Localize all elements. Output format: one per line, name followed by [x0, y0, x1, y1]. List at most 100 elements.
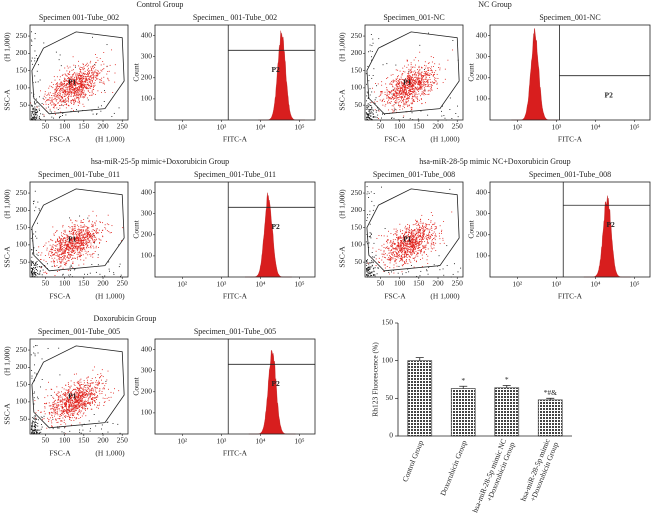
event-dot: [74, 246, 76, 248]
event-dot: [67, 413, 69, 415]
event-dot: [35, 373, 37, 375]
event-dot: [34, 426, 36, 428]
event-dot: [71, 246, 73, 248]
event-dot: [86, 235, 88, 237]
event-dot: [452, 273, 454, 275]
event-dot: [417, 231, 419, 233]
x-tick-label: 200: [97, 122, 109, 131]
event-dot: [408, 246, 410, 247]
event-dot: [62, 88, 64, 90]
event-dot: [34, 274, 36, 276]
event-dot: [76, 79, 78, 81]
event-dot: [398, 99, 400, 101]
event-dot: [89, 235, 91, 237]
event-dot: [66, 248, 68, 250]
event-dot: [74, 72, 76, 74]
event-dot: [391, 256, 393, 258]
event-dot: [81, 89, 82, 91]
event-dot: [411, 85, 413, 86]
event-dot: [379, 94, 381, 96]
event-dot: [400, 244, 401, 246]
event-dot: [68, 86, 70, 88]
event-dot: [420, 270, 422, 272]
event-dot: [407, 95, 409, 96]
event-dot: [96, 387, 98, 389]
event-dot: [425, 73, 426, 75]
event-dot: [435, 227, 437, 229]
event-dot: [34, 380, 35, 382]
panel-title: Specimen_ 001-Tube_002: [193, 13, 277, 22]
event-dot: [74, 220, 76, 222]
event-dot: [422, 245, 424, 247]
event-dot: [34, 267, 36, 269]
event-dot: [73, 85, 75, 87]
event-dot: [367, 269, 369, 271]
event-dot: [433, 82, 435, 84]
event-dot: [73, 82, 75, 84]
event-dot: [411, 109, 413, 111]
event-dot: [103, 101, 105, 102]
event-dot: [68, 254, 70, 256]
event-dot: [410, 252, 412, 254]
event-dot: [426, 234, 428, 236]
event-dot: [400, 93, 402, 95]
event-dot: [39, 273, 41, 275]
event-dot: [380, 91, 382, 92]
event-dot: [102, 397, 104, 399]
event-dot: [100, 79, 102, 81]
event-dot: [52, 226, 54, 228]
event-dot: [78, 60, 79, 62]
event-dot: [36, 117, 38, 119]
event-dot: [31, 261, 33, 263]
event-dot: [58, 347, 60, 349]
y-axis-label: SSC-A: [338, 246, 347, 268]
event-dot: [91, 78, 93, 79]
event-dot: [73, 415, 75, 417]
y-tick-label: 100: [141, 251, 153, 260]
event-dot: [410, 242, 412, 244]
event-dot: [366, 117, 367, 119]
event-dot: [410, 244, 412, 246]
event-dot: [57, 270, 58, 272]
event-dot: [424, 90, 426, 92]
event-dot: [84, 76, 86, 77]
event-dot: [381, 117, 382, 119]
event-dot: [368, 80, 370, 82]
event-dot: [420, 82, 422, 84]
event-dot: [404, 80, 406, 82]
event-dot: [47, 348, 49, 350]
event-dot: [366, 106, 368, 108]
event-dot: [402, 230, 404, 232]
event-dot: [51, 111, 52, 113]
event-dot: [430, 84, 432, 86]
event-dot: [403, 88, 405, 90]
event-dot: [370, 115, 372, 117]
event-dot: [424, 81, 426, 83]
event-dot: [54, 244, 56, 246]
event-dot: [68, 237, 70, 239]
event-dot: [52, 240, 54, 242]
event-dot: [72, 240, 74, 242]
event-dot: [415, 87, 416, 89]
event-dot: [408, 105, 410, 107]
event-dot: [439, 225, 441, 227]
event-dot: [367, 266, 369, 268]
event-dot: [415, 246, 417, 248]
event-dot: [400, 249, 402, 251]
event-dot: [381, 245, 383, 247]
event-dot: [52, 244, 54, 246]
event-dot: [395, 92, 397, 93]
event-dot: [59, 247, 61, 249]
event-dot: [457, 116, 459, 118]
event-dot: [68, 242, 70, 244]
event-dot: [72, 239, 74, 241]
event-dot: [52, 403, 54, 405]
event-dot: [90, 238, 92, 240]
event-dot: [407, 251, 409, 253]
event-dot: [453, 263, 455, 265]
event-dot: [87, 251, 89, 253]
event-dot: [66, 239, 68, 241]
event-dot: [78, 381, 80, 383]
event-dot: [36, 345, 38, 347]
event-dot: [406, 85, 408, 86]
